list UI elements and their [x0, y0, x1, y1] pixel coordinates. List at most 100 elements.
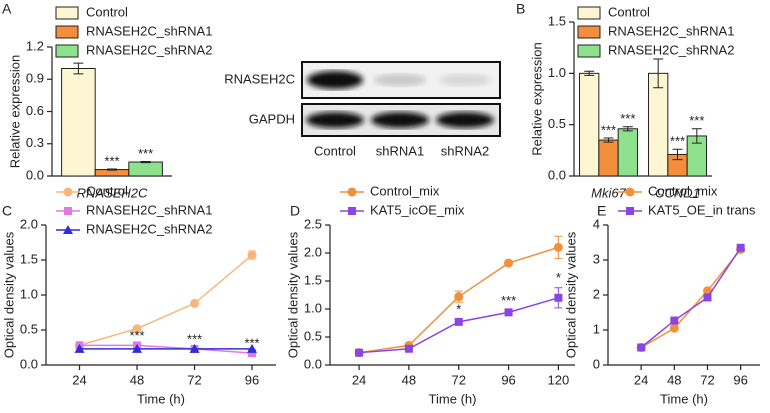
legend-label: Control	[86, 183, 128, 198]
x-tick-label: RNASEH2C	[77, 185, 148, 200]
bar	[579, 72, 600, 177]
x-axis-label: Time (h)	[429, 391, 477, 406]
blot-band	[374, 74, 426, 86]
y-tick-label: 1.5	[304, 272, 322, 287]
x-tick-label: 48	[667, 372, 681, 387]
bar	[617, 128, 638, 177]
legend-label: RNASEH2C_shRNA1	[608, 23, 734, 38]
panel-letter: C	[2, 203, 12, 219]
significance-label: ***	[187, 331, 202, 346]
point	[454, 317, 463, 326]
point	[190, 298, 200, 308]
significance-label: ***	[104, 153, 119, 168]
y-tick-label: 0.9	[26, 71, 44, 86]
y-tick-label: 1.5	[548, 13, 566, 28]
significance-label: ***	[129, 328, 144, 343]
legend-label: Control	[608, 4, 650, 19]
y-axis-label: Optical density values	[285, 231, 300, 358]
line	[640, 247, 742, 349]
x-axis-label: Time (h)	[660, 391, 708, 406]
blot-band	[439, 74, 491, 86]
y-tick-label: 2.5	[304, 216, 322, 231]
error-bar	[622, 126, 633, 132]
bar	[61, 68, 96, 177]
point	[132, 324, 142, 334]
y-tick-label: 2	[593, 286, 600, 301]
point	[554, 293, 563, 302]
legend-swatch	[55, 44, 79, 58]
y-tick-label: 1	[593, 321, 600, 336]
point	[670, 316, 679, 325]
point	[637, 343, 646, 352]
x-tick-label: 120	[548, 372, 570, 387]
point	[404, 344, 413, 353]
error-bar	[653, 58, 664, 89]
legend-swatch	[55, 6, 79, 20]
point	[736, 243, 745, 252]
error-bar	[672, 148, 683, 161]
point	[553, 242, 563, 252]
x-tick-label: 96	[501, 372, 515, 387]
legend-label: RNASEH2C_shRNA1	[86, 23, 212, 38]
error-bar	[107, 168, 117, 171]
blot-lane-label: shRNA1	[376, 143, 424, 158]
significance-label: ***	[670, 134, 685, 149]
point	[247, 343, 258, 353]
legend-label: RNASEH2C_shRNA2	[86, 221, 212, 236]
significance-label: ***	[501, 293, 516, 308]
significance-label: ***	[601, 122, 616, 137]
point	[247, 250, 257, 260]
x-tick-label: 24	[72, 372, 86, 387]
x-axis-label: Time (h)	[137, 391, 185, 406]
point	[703, 293, 712, 302]
x-tick-label: Mki67	[591, 185, 626, 200]
y-tick-label: 0.0	[304, 356, 322, 371]
y-tick-label: 4	[593, 216, 600, 231]
point	[454, 292, 464, 302]
error-bar	[140, 160, 151, 164]
x-tick-label: 72	[451, 372, 465, 387]
y-tick-label: 0.5	[548, 116, 566, 131]
legend-label: RNASEH2C_shRNA2	[608, 42, 734, 57]
significance-label: ***	[689, 113, 704, 128]
x-tick-label: 72	[187, 372, 201, 387]
significance-label: ***	[244, 336, 259, 351]
legend-swatch	[577, 25, 601, 39]
point	[504, 258, 514, 268]
legend-swatch	[55, 25, 79, 39]
bar	[598, 139, 619, 177]
line	[640, 249, 742, 349]
y-tick-label: 2.0	[20, 216, 38, 231]
point	[504, 308, 513, 317]
panel-letter: E	[597, 203, 606, 219]
legend-label: KAT5_OE_in trans	[648, 202, 756, 217]
y-tick-label: 0.0	[548, 167, 566, 182]
significance-label: ***	[620, 111, 635, 126]
legend-label: KAT5_icOE_mix	[370, 202, 465, 217]
panel-letter: B	[516, 1, 525, 17]
point	[132, 343, 143, 353]
x-tick-label: 24	[352, 372, 366, 387]
bar	[648, 72, 669, 177]
significance-label: *	[556, 270, 561, 285]
blot-band	[371, 112, 429, 128]
blot-band	[306, 112, 364, 128]
legend-marker	[64, 207, 72, 215]
legend-marker	[626, 207, 634, 215]
point	[669, 323, 679, 333]
blot-row-label: GAPDH	[249, 111, 295, 126]
y-tick-label: 0.5	[304, 328, 322, 343]
line	[79, 344, 253, 354]
error-bar	[603, 137, 614, 143]
y-tick-label: 0.6	[26, 103, 44, 118]
panel-letter: D	[290, 203, 300, 219]
y-tick-label: 0.0	[26, 167, 44, 182]
legend-label: Control	[86, 4, 128, 19]
x-tick-label: 48	[130, 372, 144, 387]
legend-label: Control_mix	[370, 183, 440, 198]
y-tick-label: 1.5	[20, 251, 38, 266]
panel-letter: A	[2, 1, 12, 17]
blot-row-label: RNASEH2C	[224, 71, 295, 86]
y-tick-label: 2.0	[304, 244, 322, 259]
